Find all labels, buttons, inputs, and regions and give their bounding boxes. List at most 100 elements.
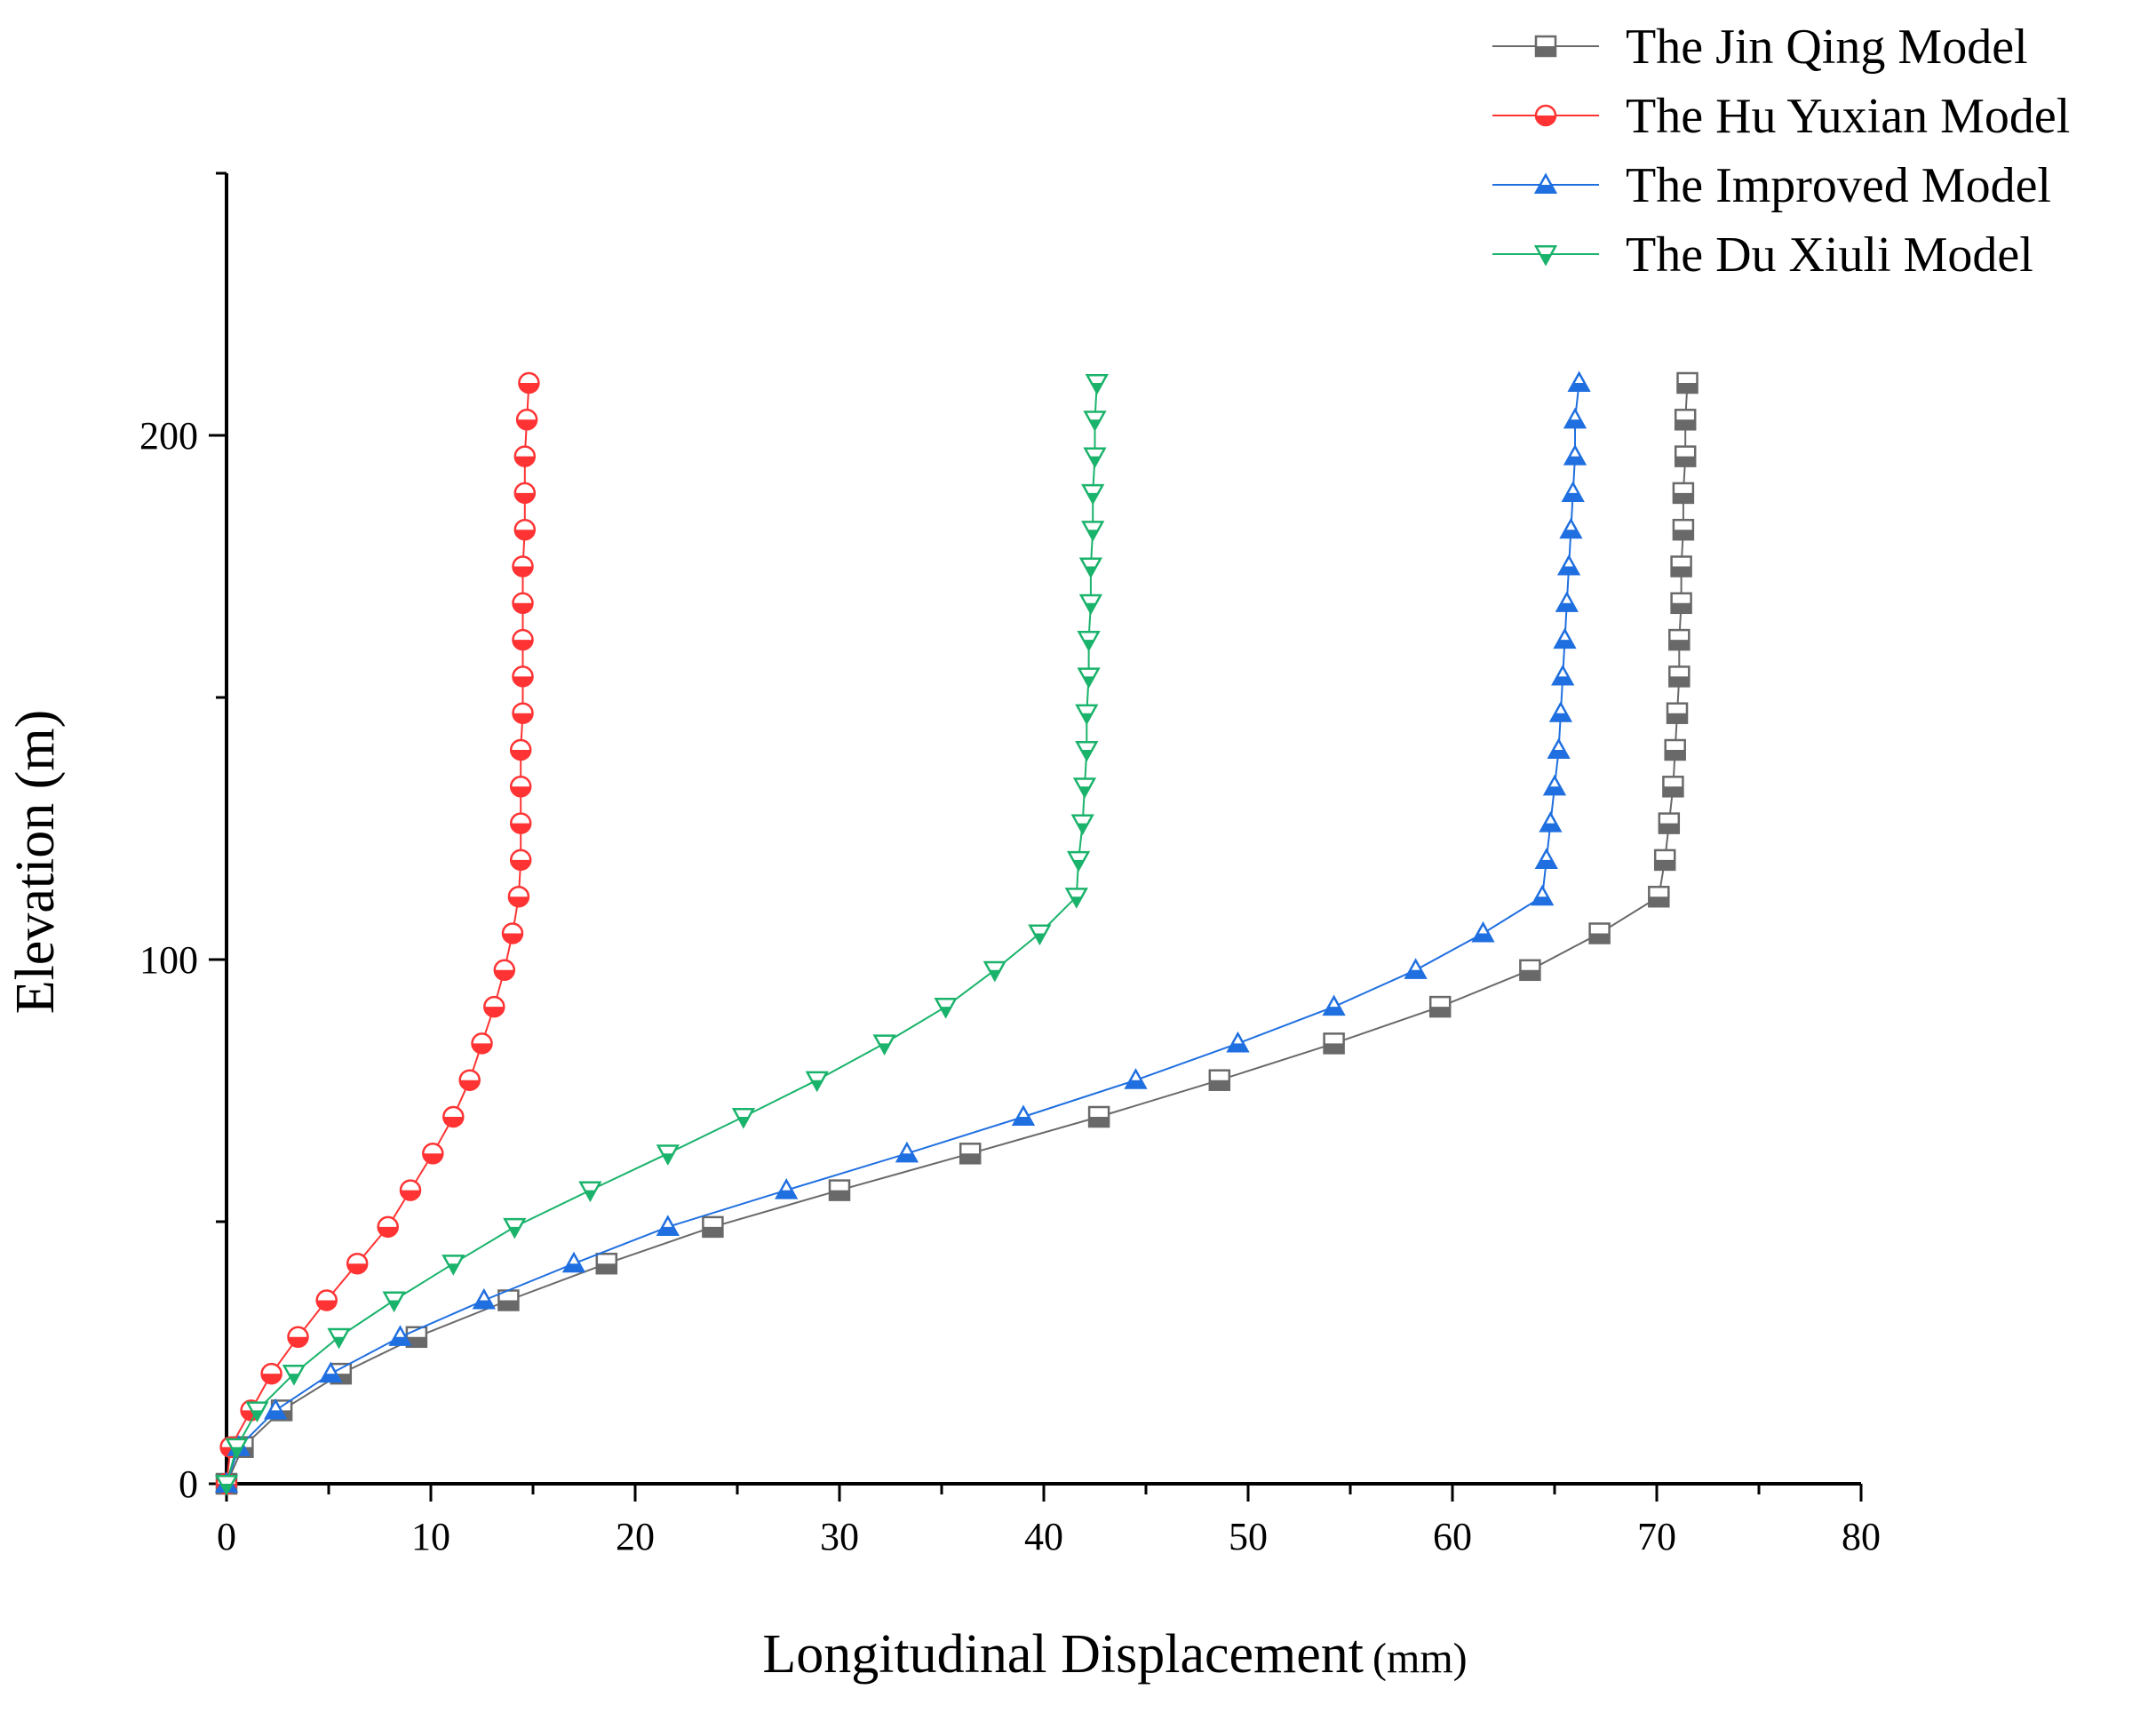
marker-outline <box>1666 702 1689 724</box>
marker-fill <box>1663 786 1683 797</box>
the-improved-model-line <box>226 382 1580 1485</box>
marker-fill <box>1556 602 1577 611</box>
the-improved-model-point <box>264 1398 288 1420</box>
marker-outline <box>388 1325 412 1346</box>
marker-outline <box>1670 555 1692 578</box>
the-du-xiuli-model-point <box>805 1071 829 1093</box>
the-improved-model-point <box>1531 884 1555 906</box>
marker-fill <box>1569 383 1589 391</box>
x-axis-unit: (mm) <box>1372 1635 1468 1682</box>
marker-outline <box>1077 667 1101 689</box>
marker-outline <box>1534 104 1557 127</box>
marker-outline <box>503 1217 527 1239</box>
marker-outline <box>512 628 534 651</box>
series-the-hu-yuxian-model <box>215 371 540 1495</box>
legend-item-the-jin-qing-model[interactable]: The Jin Qing Model <box>1492 20 2028 75</box>
the-hu-yuxian-model-point <box>377 1215 399 1239</box>
marker-fill <box>703 1226 723 1237</box>
marker-outline <box>731 1107 756 1129</box>
the-improved-model-point <box>561 1251 586 1273</box>
the-du-xiuli-model-line <box>226 382 1098 1485</box>
the-hu-yuxian-model-point <box>471 1032 493 1055</box>
axes: 0 10 20 30 40 50 60 70 80 0 100 200 <box>139 171 1881 1558</box>
marker-outline <box>315 1289 338 1311</box>
legend-item-the-hu-yuxian-model[interactable]: The Hu Yuxian Model <box>1492 89 2070 144</box>
the-improved-model-point <box>1547 737 1571 760</box>
the-du-xiuli-model-point <box>1081 483 1105 506</box>
the-jin-qing-model-point <box>1428 995 1452 1018</box>
marker-fill <box>564 1263 584 1271</box>
marker-fill <box>1563 492 1583 501</box>
the-hu-yuxian-model-point <box>512 555 534 578</box>
the-improved-model-point <box>1563 407 1587 429</box>
the-improved-model-point <box>1534 848 1558 869</box>
the-hu-yuxian-model-point <box>442 1105 465 1128</box>
marker-outline <box>578 1181 602 1203</box>
the-jin-qing-model-point <box>1668 665 1691 688</box>
legend-the-hu-yuxian-model-point <box>1534 104 1557 127</box>
the-improved-model-point <box>1551 664 1575 686</box>
marker-fill <box>1324 1043 1344 1054</box>
the-jin-qing-model-point <box>1662 776 1684 798</box>
marker-outline <box>512 555 534 578</box>
the-du-xiuli-model-point <box>1064 888 1088 909</box>
the-du-xiuli-model-point <box>656 1144 680 1166</box>
marker-outline <box>1534 35 1557 58</box>
marker-outline <box>282 1365 306 1386</box>
marker-fill <box>657 1226 678 1235</box>
marker-fill <box>737 1117 750 1127</box>
the-jin-qing-model-point <box>595 1252 618 1275</box>
marker-fill <box>1675 456 1696 466</box>
the-jin-qing-model-point <box>1519 959 1541 982</box>
legend[interactable]: The Jin Qing Model The Hu Yuxian Model The… <box>1492 20 2070 283</box>
marker-fill <box>1540 823 1561 832</box>
legend-label: The Du Xiuli Model <box>1626 227 2033 283</box>
the-hu-yuxian-model-point <box>260 1362 282 1385</box>
the-jin-qing-model-point <box>1648 885 1670 908</box>
the-improved-model-point <box>1542 774 1567 796</box>
marker-fill <box>1659 823 1679 833</box>
marker-fill <box>1671 602 1691 613</box>
legend-item-the-du-xiuli-model[interactable]: The Du Xiuli Model <box>1492 227 2033 283</box>
marker-outline <box>1124 1068 1148 1089</box>
the-jin-qing-model-line <box>226 382 1689 1485</box>
marker-outline <box>513 445 537 467</box>
marker-outline <box>509 812 532 834</box>
the-jin-qing-model-point <box>1666 702 1689 724</box>
the-improved-model-point <box>319 1361 343 1383</box>
the-du-xiuli-model-point <box>1077 631 1101 652</box>
marker-fill <box>509 1226 521 1237</box>
the-improved-model-point <box>656 1215 680 1236</box>
marker-fill <box>1087 492 1099 503</box>
the-hu-yuxian-model-point <box>512 702 534 724</box>
legend-item-the-improved-model[interactable]: The Improved Model <box>1492 158 2051 213</box>
the-hu-yuxian-model-point <box>507 885 530 908</box>
marker-fill <box>1669 676 1690 687</box>
marker-outline <box>1534 848 1558 869</box>
marker-fill <box>1536 185 1555 193</box>
marker-fill <box>830 1190 849 1200</box>
marker-fill <box>1081 750 1093 760</box>
the-hu-yuxian-model-point <box>518 371 540 394</box>
legend-the-improved-model-point <box>1533 172 1558 195</box>
marker-fill <box>1559 566 1579 575</box>
marker-fill <box>330 1374 351 1384</box>
the-du-xiuli-model-point <box>382 1291 406 1313</box>
marker-outline <box>1072 777 1097 799</box>
legend-label: The Improved Model <box>1626 158 2051 213</box>
the-du-xiuli-model-point <box>1078 557 1103 579</box>
marker-outline <box>1323 1032 1345 1055</box>
the-du-xiuli-model-point <box>214 1474 239 1496</box>
x-tick-label: 70 <box>1637 1515 1676 1558</box>
marker-outline <box>775 1178 799 1199</box>
marker-fill <box>776 1190 797 1199</box>
marker-outline <box>422 1143 444 1165</box>
marker-fill <box>1089 419 1101 430</box>
marker-outline <box>483 995 505 1018</box>
marker-outline <box>1083 410 1107 432</box>
legend-the-jin-qing-model-point <box>1534 35 1557 58</box>
marker-outline <box>399 1179 422 1201</box>
marker-fill <box>1649 896 1669 907</box>
marker-outline <box>512 665 534 688</box>
marker-fill <box>288 1374 300 1384</box>
